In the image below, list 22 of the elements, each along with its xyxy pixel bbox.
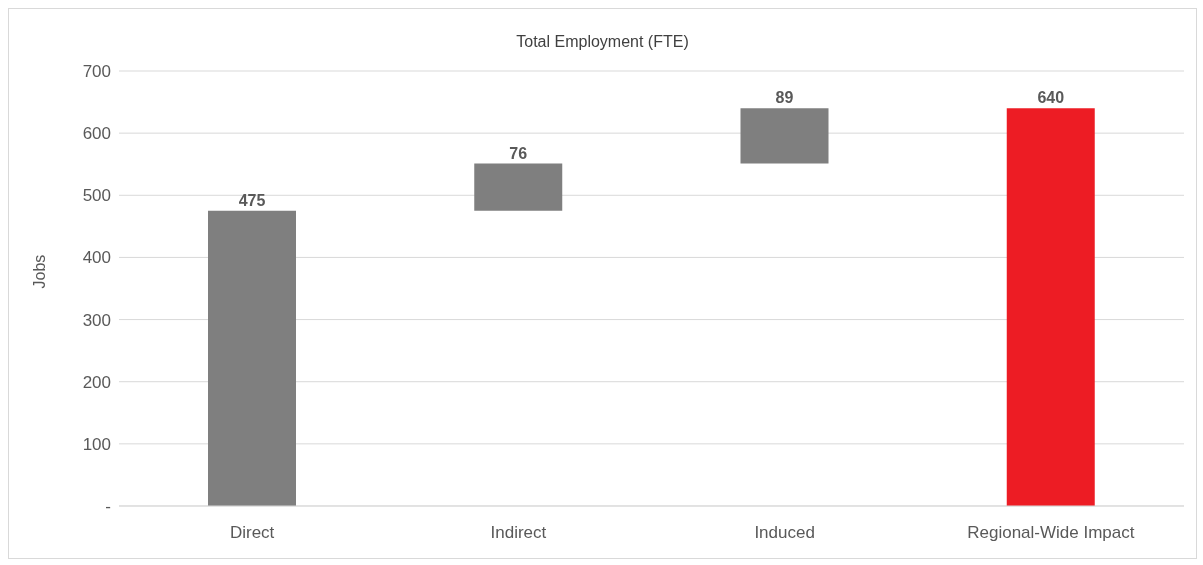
x-tick-label: Indirect [490,523,547,543]
bar [474,163,563,211]
y-tick-label: 200 [82,372,111,392]
y-tick-label: 700 [82,62,111,82]
bar [208,210,296,506]
y-tick-label: 400 [82,248,111,268]
data-label: 89 [775,89,794,107]
y-tick-label: - [105,497,111,517]
y-tick-label: 300 [82,310,111,330]
data-label: 76 [509,144,528,162]
bar [740,108,829,164]
x-tick-label: Induced [754,523,815,543]
chart-title: Total Employment (FTE) [515,33,690,51]
bar [1006,108,1095,506]
data-label: 475 [238,191,266,209]
y-tick-label: 600 [82,124,111,144]
y-axis-title: Jobs [30,254,48,289]
x-tick-label: Direct [229,523,275,543]
y-tick-label: 100 [82,434,111,454]
data-label: 640 [1037,89,1065,107]
y-tick-label: 500 [82,186,111,206]
x-tick-label: Regional-Wide Impact [967,523,1135,543]
